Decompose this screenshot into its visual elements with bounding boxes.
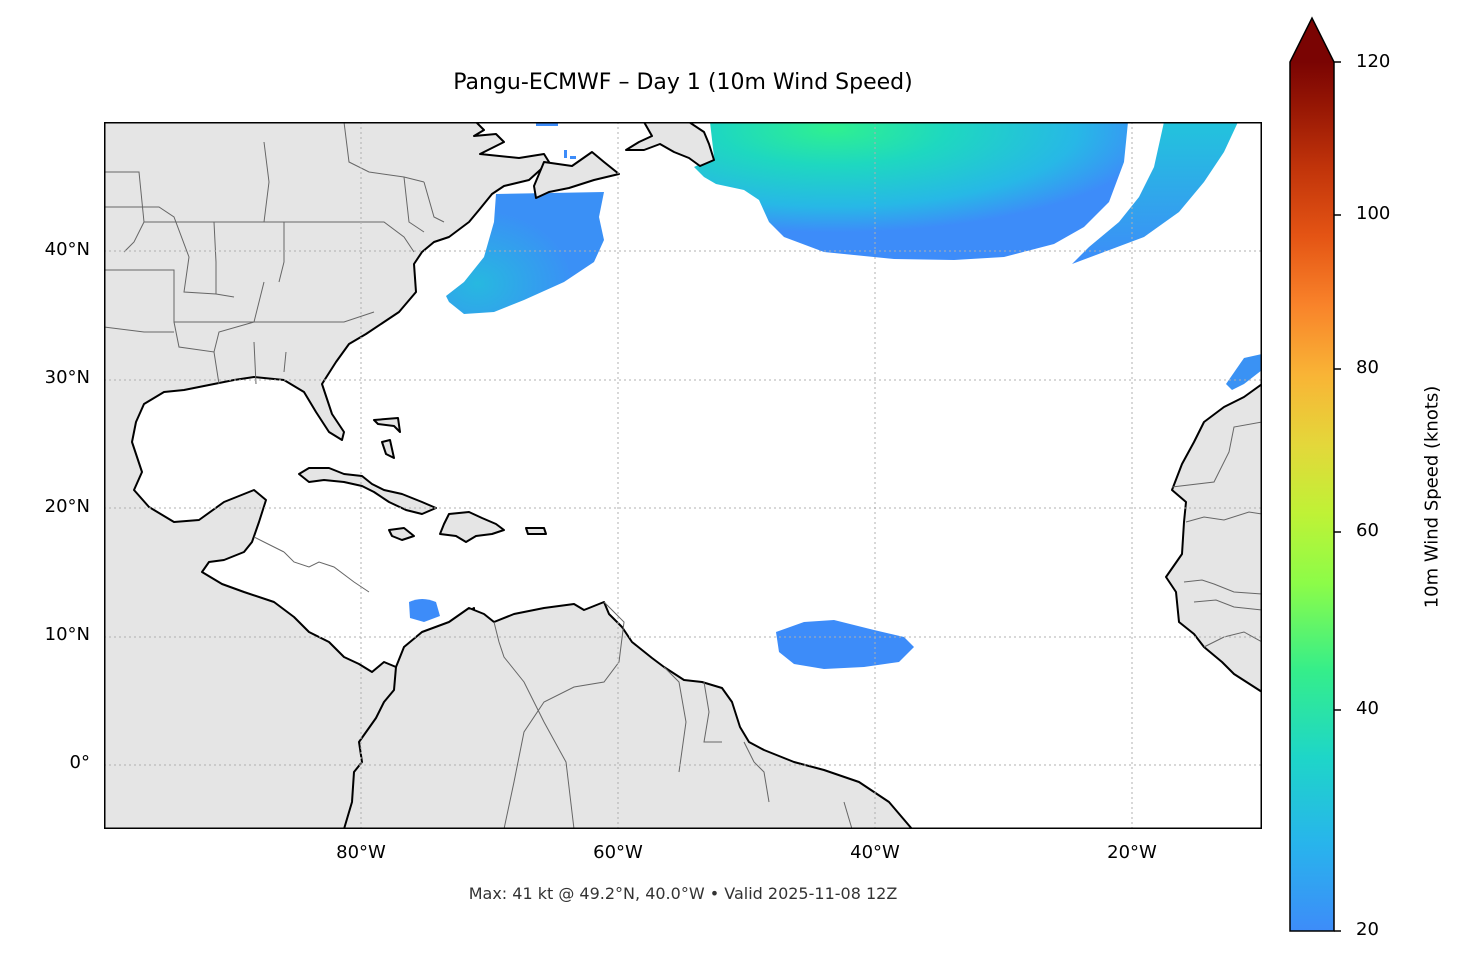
colorbar-gradient: [1290, 62, 1334, 931]
gridlines: [104, 122, 1262, 829]
x-tick-label-80w: 80°W: [336, 842, 386, 863]
y-tick-label-20n: 20°N: [44, 496, 90, 517]
y-tick-label-equator: 0°: [69, 752, 90, 773]
chart-title: Pangu-ECMWF – Day 1 (10m Wind Speed): [453, 70, 913, 95]
colorbar-tick-60: 60: [1356, 520, 1379, 541]
x-tick-label-40w: 40°W: [850, 842, 900, 863]
colorbar-tick-80: 80: [1356, 357, 1379, 378]
colorbar-tick-20: 20: [1356, 919, 1379, 940]
wind-speed-field: [409, 122, 1262, 669]
map-plot-area: [104, 122, 1262, 829]
colorbar-tick-100: 100: [1356, 203, 1391, 224]
political-borders: [104, 122, 1262, 829]
land-masses: [104, 122, 1262, 829]
colorbar: [1280, 10, 1350, 945]
colorbar-tick-40: 40: [1356, 698, 1379, 719]
y-tick-label-10n: 10°N: [44, 624, 90, 645]
colorbar-tick-120: 120: [1356, 51, 1391, 72]
plot-border: [104, 122, 1262, 829]
y-tick-label-30n: 30°N: [44, 367, 90, 388]
colorbar-label: 10m Wind Speed (knots): [1421, 385, 1443, 609]
x-tick-label-60w: 60°W: [593, 842, 643, 863]
x-tick-label-20w: 20°W: [1107, 842, 1157, 863]
colorbar-extend-max-arrow: [1290, 18, 1334, 62]
max-wind-annotation: Max: 41 kt @ 49.2°N, 40.0°W • Valid 2025…: [468, 884, 898, 903]
y-tick-label-40n: 40°N: [44, 239, 90, 260]
